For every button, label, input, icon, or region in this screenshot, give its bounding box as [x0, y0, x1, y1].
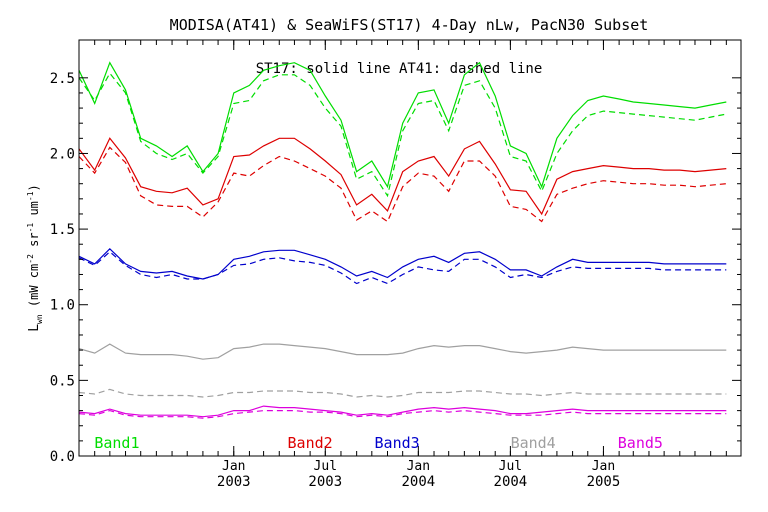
x-tick-label-year: 2003 — [217, 474, 251, 490]
x-tick-label-month: Jan — [407, 459, 430, 474]
band3-solid-line — [79, 247, 727, 280]
band1-legend-label: Band1 — [94, 434, 139, 452]
y-tick-label: 2.5 — [50, 71, 75, 87]
y-tick-label: 0.0 — [50, 449, 75, 465]
axes-layer: 0.00.51.01.52.02.5Jan2003Jul2003Jan2004J… — [50, 39, 742, 490]
band2-solid-line — [79, 137, 727, 216]
band1-dashed-line — [79, 72, 727, 198]
line-style-annotation: ST17: solid line AT41: dashed line — [256, 61, 543, 77]
band5-legend-label: Band5 — [618, 434, 663, 452]
x-tick-label-month: Jul — [499, 459, 522, 474]
y-tick-label: 1.5 — [50, 222, 75, 238]
x-tick-label-year: 2004 — [494, 474, 528, 490]
chart-title: MODISA(AT41) & SeaWiFS(ST17) 4-Day nLw, … — [170, 16, 649, 34]
band3-dashed-line — [79, 250, 727, 285]
band4-dashed-line — [79, 388, 727, 398]
y-tick-label: 1.0 — [50, 298, 75, 314]
x-tick-label-year: 2003 — [308, 474, 342, 490]
x-tick-label-year: 2004 — [401, 474, 435, 490]
x-tick-label-month: Jan — [592, 459, 615, 474]
y-tick-label: 2.0 — [50, 146, 75, 162]
series-layer — [79, 61, 727, 419]
x-tick-label-year: 2005 — [587, 474, 621, 490]
band3-legend-label: Band3 — [375, 434, 420, 452]
x-tick-label-month: Jan — [222, 459, 245, 474]
y-axis-label: Lwn (mW cm-2 sr-1 um-1) — [26, 184, 44, 332]
band5-solid-line — [79, 405, 727, 418]
y-tick-label: 0.5 — [50, 373, 75, 389]
band4-solid-line — [79, 343, 727, 360]
plot-frame — [78, 39, 742, 457]
band5-dashed-line — [79, 409, 727, 419]
band2-legend-label: Band2 — [288, 434, 333, 452]
x-tick-label-month: Jul — [314, 459, 337, 474]
band2-dashed-line — [79, 146, 727, 223]
band4-legend-label: Band4 — [511, 434, 556, 452]
band1-solid-line — [79, 61, 727, 189]
